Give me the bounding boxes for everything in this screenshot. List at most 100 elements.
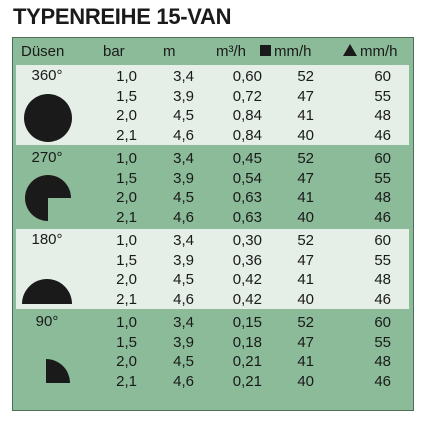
square-rate-cell: 40 [297,290,314,308]
nozzle-group: 360° 1,0 3,4 0,60 52 60 1,5 3,9 0,72 47 55 2,0 4,5 0,… [16,65,409,145]
radius-cell: 4,6 [173,290,194,308]
nozzle-angle-label: 90° [35,313,59,330]
flow-cell: 0,36 [232,251,262,269]
triangle-rate-cell: 48 [374,107,391,124]
pressure-cell: 2,1 [116,126,137,144]
triangle-rate-cell: 46 [374,372,391,390]
pressure-cell: 1,0 [116,150,137,167]
radius-cell: 3,4 [173,232,194,249]
flow-cell: 0,21 [232,353,262,370]
radius-cell: 3,9 [173,169,194,187]
pressure-cell: 1,0 [116,314,137,331]
flow-cell: 0,18 [232,333,262,351]
square-rate-cell: 41 [297,189,314,206]
pressure-cell: 1,5 [116,87,137,105]
full-circle-icon [23,93,73,148]
flow-cell: 0,54 [232,169,262,187]
pressure-cell: 2,1 [116,372,137,390]
table-row: 2,0 4,5 0,21 41 48 [16,352,409,372]
nozzle-angle-label: 180° [31,231,63,248]
pressure-cell: 1,5 [116,251,137,269]
flow-cell: 0,45 [232,150,262,167]
pressure-cell: 2,1 [116,290,137,308]
half-circle-icon [22,279,72,310]
radius-cell: 4,6 [173,126,194,144]
square-rate-cell: 52 [297,232,314,249]
pressure-cell: 1,5 [116,333,137,351]
flow-cell: 0,42 [232,290,262,308]
table-row: 1,5 3,9 0,72 47 55 [16,87,409,107]
table-row: 1,5 3,9 0,18 47 55 [16,333,409,353]
radius-cell: 4,5 [173,271,194,288]
triangle-rate-cell: 55 [374,169,391,187]
triangle-rate-cell: 46 [374,290,391,308]
square-rate-cell: 47 [297,333,314,351]
flow-cell: 0,21 [232,372,262,390]
triangle-rate-cell: 48 [374,353,391,370]
triangle-rate-cell: 48 [374,189,391,206]
pressure-cell: 2,0 [116,353,137,370]
table-row: 2,1 4,6 0,42 40 46 [16,290,409,310]
nozzle-angle-label: 360° [31,67,63,84]
square-rate-cell: 40 [297,372,314,390]
table-row: 1,0 3,4 0,60 52 60 [16,67,409,87]
three-quarter-circle-icon [25,175,71,226]
triangle-rate-cell: 46 [374,208,391,226]
flow-cell: 0,63 [232,208,262,226]
table-row: 2,1 4,6 0,84 40 46 [16,126,409,146]
pressure-cell: 2,0 [116,189,137,206]
header-m: m [163,43,176,60]
radius-cell: 3,9 [173,333,194,351]
square-rate-cell: 47 [297,169,314,187]
triangle-rate-cell: 60 [374,314,391,331]
table-row: 2,0 4,5 0,42 41 48 [16,270,409,290]
nozzle-group: 270° 1,0 3,4 0,45 52 60 1,5 3,9 0,54 47 55 2,0 4,5 0,… [16,147,409,227]
triangle-rate-cell: 55 [374,333,391,351]
pressure-cell: 1,0 [116,232,137,249]
square-rate-cell: 52 [297,150,314,167]
header-flow: m³/h [216,43,246,60]
triangle-rate-cell: 60 [374,68,391,85]
pressure-cell: 1,5 [116,169,137,187]
square-icon [260,45,271,56]
header-bar: bar [103,43,125,60]
table-row: 1,0 3,4 0,15 52 60 [16,313,409,333]
header-nozzles: Düsen [21,43,65,60]
spec-table: Düsen bar m m³/h mm/h mm/h 360° 1,0 3,4 0,6… [12,37,414,411]
radius-cell: 4,5 [173,189,194,206]
table-row: 2,0 4,5 0,84 41 48 [16,106,409,126]
radius-cell: 4,5 [173,107,194,124]
triangle-rate-cell: 55 [374,251,391,269]
table-row: 2,1 4,6 0,21 40 46 [16,372,409,392]
table-title: TYPENREIHE 15-VAN [13,4,232,29]
triangle-rate-cell: 55 [374,87,391,105]
flow-cell: 0,72 [232,87,262,105]
square-rate-cell: 52 [297,314,314,331]
radius-cell: 3,9 [173,251,194,269]
radius-cell: 4,6 [173,208,194,226]
table-header: Düsen bar m m³/h mm/h mm/h [13,38,413,64]
square-rate-cell: 40 [297,126,314,144]
nozzle-group: 90° 1,0 3,4 0,15 52 60 1,5 3,9 0,18 47 55 2,0 4,5 0,2… [16,311,409,391]
flow-cell: 0,42 [232,271,262,288]
square-rate-cell: 52 [297,68,314,85]
table-row: 1,5 3,9 0,54 47 55 [16,169,409,189]
triangle-rate-cell: 60 [374,150,391,167]
radius-cell: 3,4 [173,68,194,85]
square-rate-cell: 41 [297,271,314,288]
pressure-cell: 2,0 [116,107,137,124]
table-row: 2,0 4,5 0,63 41 48 [16,188,409,208]
square-rate-cell: 41 [297,353,314,370]
quarter-circle-icon [46,359,70,388]
triangle-icon [343,44,357,56]
flow-cell: 0,15 [232,314,262,331]
radius-cell: 4,5 [173,353,194,370]
triangle-rate-cell: 60 [374,232,391,249]
square-rate-cell: 40 [297,208,314,226]
table-row: 1,0 3,4 0,30 52 60 [16,231,409,251]
flow-cell: 0,84 [232,126,262,144]
nozzle-angle-label: 270° [31,149,63,166]
radius-cell: 4,6 [173,372,194,390]
table-row: 1,5 3,9 0,36 47 55 [16,251,409,271]
header-triangle-label: mm/h [360,43,398,60]
